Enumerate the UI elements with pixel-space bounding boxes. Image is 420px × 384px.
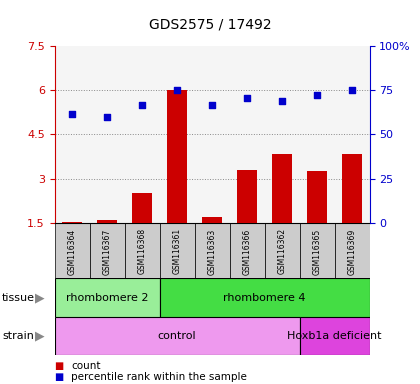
Bar (125, 223, 160, 278)
Text: strain: strain (2, 331, 34, 341)
Bar (307, 171, 327, 223)
Bar (194, 223, 230, 278)
Point (139, 102, 145, 108)
Bar (160, 223, 194, 278)
Text: ■: ■ (55, 372, 64, 382)
Text: GSM116369: GSM116369 (348, 228, 357, 275)
Text: GSM116364: GSM116364 (68, 228, 76, 275)
Point (244, 94, 250, 101)
Bar (273, 154, 292, 223)
Text: rhombomere 4: rhombomere 4 (223, 293, 306, 303)
Text: GSM116363: GSM116363 (207, 228, 217, 275)
Point (104, 114, 110, 120)
Text: rhombomere 2: rhombomere 2 (66, 293, 148, 303)
Bar (230, 223, 265, 278)
Bar (237, 170, 257, 223)
Text: control: control (158, 331, 197, 341)
Bar (55, 223, 89, 278)
Text: GSM116368: GSM116368 (138, 228, 147, 275)
Bar (55, 278, 160, 317)
Bar (160, 278, 370, 317)
Bar (55, 317, 299, 355)
Bar (132, 193, 152, 223)
Bar (202, 217, 222, 223)
Point (279, 98, 286, 104)
Bar (335, 223, 370, 278)
Bar (97, 220, 117, 223)
Bar (299, 223, 335, 278)
Bar (265, 223, 299, 278)
Text: count: count (71, 361, 101, 371)
Point (209, 102, 215, 108)
Text: GSM116366: GSM116366 (243, 228, 252, 275)
Text: GSM116365: GSM116365 (312, 228, 322, 275)
Text: GSM116361: GSM116361 (173, 228, 181, 275)
Point (69, 111, 76, 117)
Text: ■: ■ (55, 361, 64, 371)
Text: tissue: tissue (2, 293, 35, 303)
Bar (89, 223, 125, 278)
Bar (168, 90, 187, 223)
Point (349, 87, 355, 93)
Text: ▶: ▶ (35, 329, 45, 343)
Bar (63, 222, 82, 223)
Bar (299, 317, 370, 355)
Point (174, 87, 181, 93)
Text: GSM116362: GSM116362 (278, 228, 286, 275)
Text: GDS2575 / 17492: GDS2575 / 17492 (149, 17, 271, 31)
Point (314, 92, 320, 98)
Text: Hoxb1a deficient: Hoxb1a deficient (287, 331, 382, 341)
Text: ▶: ▶ (35, 291, 45, 304)
Bar (342, 154, 362, 223)
Text: GSM116367: GSM116367 (102, 228, 112, 275)
Text: percentile rank within the sample: percentile rank within the sample (71, 372, 247, 382)
